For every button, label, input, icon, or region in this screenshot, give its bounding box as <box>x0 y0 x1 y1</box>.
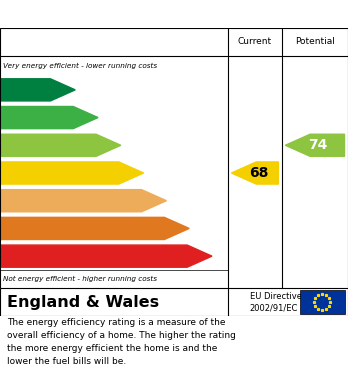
Text: (39-54): (39-54) <box>3 198 31 204</box>
Text: (92-100): (92-100) <box>3 87 36 93</box>
Text: (21-38): (21-38) <box>3 226 31 231</box>
Text: (69-80): (69-80) <box>3 142 31 148</box>
Text: (1-20): (1-20) <box>3 253 26 259</box>
Text: B: B <box>80 111 90 125</box>
Text: Not energy efficient - higher running costs: Not energy efficient - higher running co… <box>3 276 158 282</box>
Polygon shape <box>285 134 345 156</box>
Text: 68: 68 <box>249 166 268 180</box>
Text: E: E <box>149 194 159 208</box>
Polygon shape <box>0 190 166 212</box>
Text: England & Wales: England & Wales <box>7 294 159 310</box>
Text: (81-91): (81-91) <box>3 115 31 120</box>
Text: D: D <box>125 166 136 180</box>
Text: Current: Current <box>238 38 272 47</box>
Text: EU Directive
2002/91/EC: EU Directive 2002/91/EC <box>250 292 302 312</box>
Polygon shape <box>0 134 121 156</box>
Text: Very energy efficient - lower running costs: Very energy efficient - lower running co… <box>3 63 158 69</box>
Text: G: G <box>193 249 205 263</box>
Text: A: A <box>57 83 68 97</box>
Bar <box>300 290 345 314</box>
Polygon shape <box>231 162 278 184</box>
Polygon shape <box>0 162 144 184</box>
Text: 74: 74 <box>308 138 327 152</box>
Text: F: F <box>172 221 182 235</box>
Text: (55-68): (55-68) <box>3 170 31 176</box>
Text: Energy Efficiency Rating: Energy Efficiency Rating <box>10 7 213 22</box>
Text: C: C <box>103 138 113 152</box>
Polygon shape <box>0 79 75 101</box>
Polygon shape <box>0 245 212 267</box>
Text: The energy efficiency rating is a measure of the
overall efficiency of a home. T: The energy efficiency rating is a measur… <box>7 318 236 366</box>
Polygon shape <box>0 106 98 129</box>
Polygon shape <box>0 217 189 240</box>
Text: Potential: Potential <box>295 38 335 47</box>
